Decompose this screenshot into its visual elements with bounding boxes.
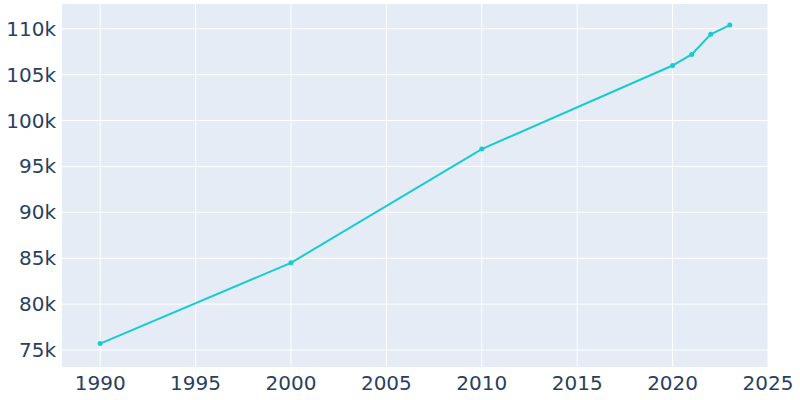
y-tick-label: 90k [19, 200, 56, 224]
point [479, 147, 484, 152]
chart: 75k 80k 85k 90k 95k 100k 105k 110k 1990 1995 2000 2… [0, 0, 800, 400]
x-grid-line [672, 4, 673, 367]
point [727, 23, 732, 28]
x-tick-label: 2015 [552, 371, 603, 395]
chart-container: 75k 80k 85k 90k 95k 100k 105k 110k 1990 1995 2000 2… [0, 0, 800, 400]
x-tick-label: 1995 [170, 371, 221, 395]
x-grid-line [386, 4, 387, 367]
x-grid-line [577, 4, 578, 367]
y-grid-line [62, 258, 768, 259]
y-tick-label: 85k [19, 246, 56, 270]
x-tick-label: 2000 [266, 371, 317, 395]
x-grid-line [100, 4, 101, 367]
y-tick-label: 80k [19, 292, 56, 316]
x-grid-line [195, 4, 196, 367]
x-tick-label: 2005 [361, 371, 412, 395]
x-grid-line [481, 4, 482, 367]
y-tick-label: 75k [19, 338, 56, 362]
y-grid-line [62, 28, 768, 29]
y-grid-line [62, 304, 768, 305]
y-tick-label: 100k [6, 109, 56, 133]
y-grid-line [62, 166, 768, 167]
point [670, 63, 675, 68]
x-grid-line [290, 4, 291, 367]
data-group [98, 23, 733, 346]
x-grid-line [768, 4, 769, 367]
y-tick-label: 95k [19, 154, 56, 178]
y-grid-line [62, 120, 768, 121]
y-grid-line [62, 212, 768, 213]
y-tick-label: 110k [6, 17, 56, 41]
line [100, 25, 730, 343]
point [689, 52, 694, 57]
y-grid-line [62, 350, 768, 351]
x-tick-label: 2010 [456, 371, 507, 395]
x-tick-label: 2020 [647, 371, 698, 395]
y-grid-line [62, 74, 768, 75]
x-tick-label: 2025 [743, 371, 794, 395]
point [98, 341, 103, 346]
plot-background [62, 4, 768, 367]
x-tick-label: 1990 [75, 371, 126, 395]
y-tick-label: 105k [6, 63, 56, 87]
point [288, 260, 293, 265]
point [708, 32, 713, 37]
